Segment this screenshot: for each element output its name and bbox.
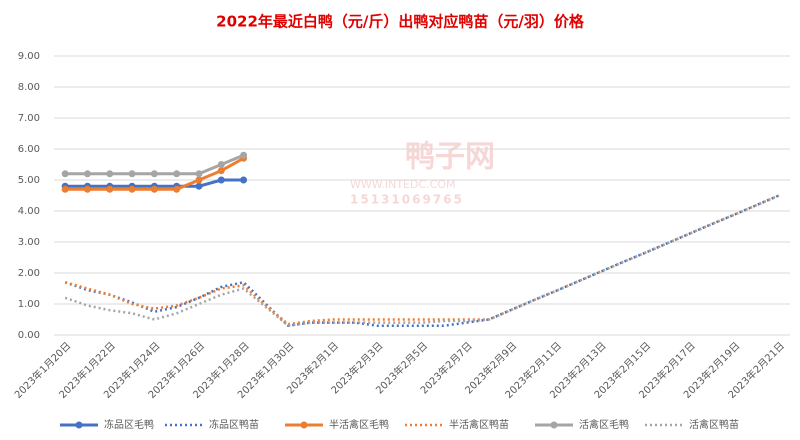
y-tick-label: 0.00 [18,330,40,341]
legend-label: 冻品区鸭苗 [209,418,259,431]
watermark-site: WWW.INTEDC.COM [350,178,455,191]
y-tick-label: 9.00 [18,51,40,62]
watermark-name: 鸭子网 [405,140,495,175]
data-point [240,151,248,159]
data-point [150,185,158,193]
data-point [217,167,225,175]
legend-label: 活禽区毛鸭 [579,418,629,431]
legend-label: 活禽区鸭苗 [689,418,739,431]
data-point [217,176,225,184]
data-point [61,185,69,193]
data-point [106,185,114,193]
data-point [83,170,91,178]
data-point [195,170,203,178]
y-tick-label: 3.00 [18,237,40,248]
y-tick-label: 2.00 [18,268,40,279]
data-point [128,185,136,193]
legend-marker [300,421,308,429]
legend-label: 半活禽区毛鸭 [329,418,389,431]
data-point [61,170,69,178]
y-tick-label: 8.00 [18,82,40,93]
data-point [195,176,203,184]
series-line [64,194,780,328]
y-tick-label: 7.00 [18,113,40,124]
data-point [106,170,114,178]
data-point [128,170,136,178]
y-tick-label: 5.00 [18,175,40,186]
chart-title: 2022年最近白鸭（元/斤）出鸭对应鸭苗（元/羽）价格 [216,13,585,31]
y-tick-label: 4.00 [18,206,40,217]
data-point [150,170,158,178]
data-point [83,185,91,193]
data-point [240,176,248,184]
data-point [195,182,203,190]
data-point [217,161,225,168]
legend-marker [550,421,558,429]
series-line [64,194,780,328]
watermark: 鸭子网 WWW.INTEDC.COM 15131069765 [350,140,495,207]
legend-marker [75,421,83,429]
watermark-phone: 15131069765 [350,193,464,207]
legend-label: 冻品区毛鸭 [104,418,154,431]
data-point [173,185,181,193]
data-point [173,170,181,178]
y-tick-label: 1.00 [18,299,40,310]
y-tick-label: 6.00 [18,144,40,155]
legend-label: 半活禽区鸭苗 [449,418,509,431]
